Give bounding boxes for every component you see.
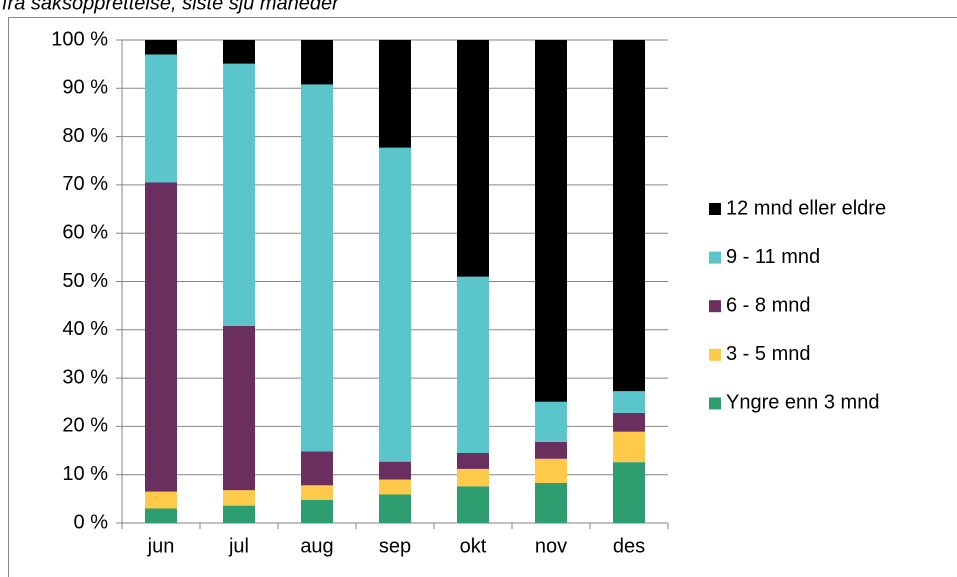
bar-segment <box>535 458 567 483</box>
bar-segment <box>613 412 645 432</box>
bar-segment <box>535 401 567 442</box>
bar-segment <box>301 485 333 500</box>
bar-segment <box>145 182 177 492</box>
bar-segment <box>223 490 255 506</box>
bar-segment <box>613 431 645 463</box>
bar-segment <box>457 468 489 487</box>
bar-segment <box>145 40 177 55</box>
legend-swatch <box>709 300 721 313</box>
legend-label: 9 - 11 mnd <box>726 246 820 268</box>
legend-label: 6 - 8 mnd <box>726 294 810 316</box>
bar-segment <box>535 482 567 523</box>
legend-swatch <box>709 348 721 361</box>
bar-segment <box>223 505 255 523</box>
bar-segment <box>301 499 333 523</box>
legend-swatch <box>709 251 721 264</box>
x-tick-label: des <box>613 535 645 557</box>
bar-segment <box>613 40 645 392</box>
y-tick-label: 70 % <box>62 173 108 195</box>
bar-segment <box>379 494 411 523</box>
x-tick-label: sep <box>379 535 411 557</box>
bar-segment <box>457 276 489 453</box>
bar-segment <box>457 40 489 277</box>
bar-segment <box>301 40 333 85</box>
bar-segment <box>379 147 411 462</box>
legend-label: 12 mnd eller eldre <box>726 197 886 219</box>
bar-segment <box>145 54 177 183</box>
bar-segment <box>379 40 411 148</box>
bar-segment <box>457 452 489 469</box>
bar-segment <box>145 491 177 509</box>
x-tick-label: okt <box>460 535 487 557</box>
legend-swatch <box>709 203 721 215</box>
y-tick-label: 20 % <box>62 415 108 437</box>
chart-frame <box>8 17 957 577</box>
bar-segment <box>379 461 411 480</box>
y-tick-label: 90 % <box>62 77 108 99</box>
y-tick-label: 10 % <box>62 463 108 485</box>
y-tick-label: 0 % <box>74 511 109 533</box>
legend-swatch <box>709 397 721 410</box>
y-tick-label: 60 % <box>62 221 108 243</box>
bar-segment <box>457 486 489 523</box>
bar-segment <box>613 391 645 413</box>
bar-segment <box>145 508 177 523</box>
x-tick-label: nov <box>535 535 567 557</box>
y-tick-label: 40 % <box>62 318 108 340</box>
bar-segment <box>613 462 645 523</box>
bar-segment <box>301 451 333 486</box>
bar-segment <box>223 325 255 491</box>
bar-segment <box>301 84 333 452</box>
bar-segment <box>535 40 567 402</box>
x-tick-label: aug <box>300 535 333 557</box>
bar-segment <box>535 441 567 459</box>
bar-segment <box>379 479 411 495</box>
y-tick-label: 80 % <box>62 125 108 147</box>
legend-label: Yngre enn 3 mnd <box>726 392 879 414</box>
legend-label: 3 - 5 mnd <box>726 343 810 365</box>
y-tick-label: 30 % <box>62 366 108 388</box>
bar-segment <box>223 63 255 326</box>
x-tick-label: jun <box>147 535 175 557</box>
chart-title: fra saksopprettelse, siste sju måneder <box>2 0 340 14</box>
bar-segment <box>223 40 255 64</box>
y-tick-label: 100 % <box>51 28 108 50</box>
x-tick-label: jul <box>228 535 249 557</box>
y-tick-label: 50 % <box>62 270 108 292</box>
